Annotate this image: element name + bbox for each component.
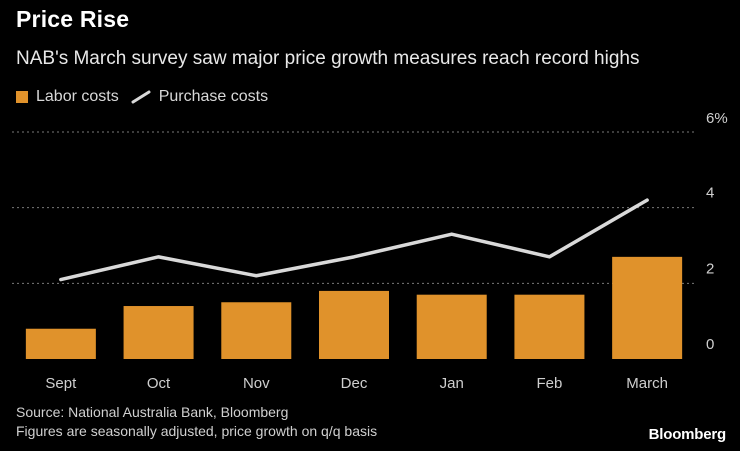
y-tick-label: 2	[706, 260, 714, 277]
x-tick-label: Sept	[45, 375, 77, 392]
y-tick-label: 6%	[706, 110, 728, 127]
bar-march	[612, 256, 683, 359]
y-tick-label: 4	[706, 185, 714, 202]
x-tick-label: Feb	[536, 375, 562, 392]
legend-item-labor: Labor costs	[16, 88, 119, 106]
purchase-costs-line	[59, 198, 649, 282]
x-tick-label: Jan	[440, 375, 464, 392]
chart-legend: Labor costs Purchase costs	[16, 87, 280, 107]
bar-dec	[319, 290, 389, 359]
x-axis-ticks: Sept Oct Nov Dec Jan Feb March	[45, 375, 668, 392]
y-axis-ticks: 0 2 4 6%	[706, 110, 728, 353]
x-tick-label: Dec	[341, 375, 368, 392]
source-note: Source: National Australia Bank, Bloombe…	[16, 404, 289, 420]
line-series-purchase	[59, 198, 649, 282]
bar-jan	[416, 294, 487, 359]
methodology-note: Figures are seasonally adjusted, price g…	[16, 423, 378, 439]
x-tick-label: Oct	[147, 375, 171, 392]
x-tick-label: March	[626, 375, 668, 392]
bar-oct	[123, 306, 194, 359]
legend-line-swatch	[131, 90, 151, 104]
y-tick-label: 0	[706, 336, 714, 353]
x-tick-label: Nov	[243, 375, 270, 392]
grid-lines	[12, 131, 696, 284]
legend-bar-swatch	[16, 91, 28, 103]
legend-item-purchase: Purchase costs	[131, 88, 268, 106]
legend-labor-label: Labor costs	[36, 88, 119, 105]
bar-sept	[25, 328, 96, 359]
chart-subtitle: NAB's March survey saw major price growt…	[16, 48, 640, 69]
bar-feb	[514, 294, 585, 359]
bar-series-labor	[25, 256, 683, 359]
chart-title: Price Rise	[16, 6, 130, 32]
bloomberg-logo: Bloomberg	[648, 426, 727, 443]
bar-nov	[221, 302, 292, 359]
legend-purchase-label: Purchase costs	[158, 88, 269, 105]
